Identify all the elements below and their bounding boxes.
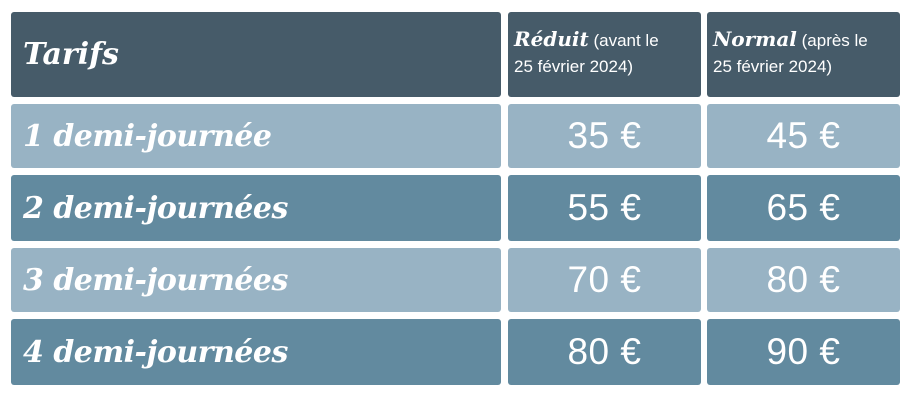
table-title: Tarifs bbox=[23, 37, 119, 72]
price-normal: 65 € bbox=[707, 175, 900, 241]
price-reduced: 55 € bbox=[508, 175, 701, 241]
price-normal: 45 € bbox=[707, 104, 900, 168]
price-reduced-text: 80 € bbox=[567, 331, 642, 372]
price-reduced: 35 € bbox=[508, 104, 701, 168]
price-normal-text: 90 € bbox=[766, 331, 841, 372]
reduced-rate-name: Réduit bbox=[514, 27, 589, 51]
price-reduced: 70 € bbox=[508, 248, 701, 312]
header-normal-cell: Normal (après le 25 février 2024) bbox=[707, 12, 900, 97]
row-label-text: 3 demi-journées bbox=[23, 262, 288, 298]
header-title-cell: Tarifs bbox=[11, 12, 501, 97]
reduced-rate-note-1: (avant le bbox=[593, 31, 659, 50]
table-row-label: 4 demi-journées bbox=[11, 319, 501, 385]
price-normal-text: 45 € bbox=[766, 115, 841, 156]
normal-rate-note-1: (après le bbox=[801, 31, 868, 50]
price-reduced-text: 70 € bbox=[567, 259, 642, 300]
price-normal: 90 € bbox=[707, 319, 900, 385]
price-normal: 80 € bbox=[707, 248, 900, 312]
normal-rate-note-2: 25 février 2024) bbox=[713, 57, 833, 76]
row-label-text: 4 demi-journées bbox=[23, 334, 288, 370]
header-reduced-cell: Réduit (avant le 25 février 2024) bbox=[508, 12, 701, 97]
table-row-label: 1 demi-journée bbox=[11, 104, 501, 168]
price-reduced-text: 55 € bbox=[567, 187, 642, 228]
table-row-label: 3 demi-journées bbox=[11, 248, 501, 312]
price-normal-text: 65 € bbox=[766, 187, 841, 228]
normal-rate-name: Normal bbox=[713, 27, 797, 51]
price-reduced: 80 € bbox=[508, 319, 701, 385]
price-reduced-text: 35 € bbox=[567, 115, 642, 156]
row-label-text: 1 demi-journée bbox=[23, 118, 272, 154]
row-label-text: 2 demi-journées bbox=[23, 190, 288, 226]
price-normal-text: 80 € bbox=[766, 259, 841, 300]
table-row-label: 2 demi-journées bbox=[11, 175, 501, 241]
reduced-rate-note-2: 25 février 2024) bbox=[514, 57, 634, 76]
